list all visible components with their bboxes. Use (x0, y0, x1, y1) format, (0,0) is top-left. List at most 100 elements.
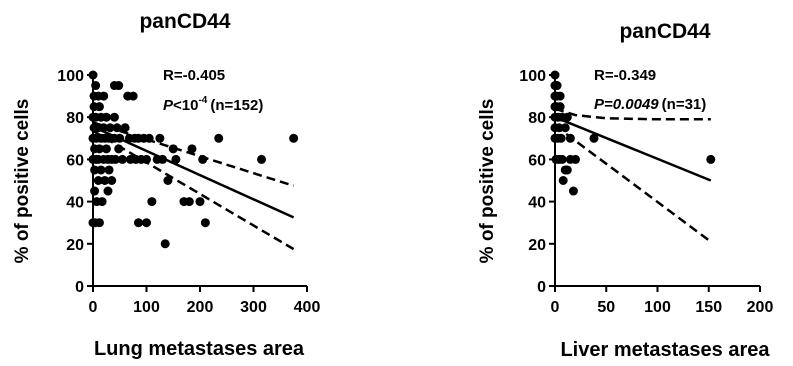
liver-x-tick-label: 150 (695, 299, 722, 316)
lung-axes: 0 20 40 60 80 100 0 100 200 300 400 (57, 68, 320, 316)
lung-y-tick-label: 0 (75, 279, 84, 296)
lung-y-axis-label: % of positive cells (12, 99, 33, 264)
lung-y-tick-label: 80 (66, 110, 84, 127)
lung-data-point (104, 165, 114, 175)
liver-ci-lower-line (554, 124, 712, 243)
lung-data-point (184, 197, 194, 207)
lung-data-point (100, 176, 110, 185)
liver-y-tick-label: 100 (519, 68, 546, 85)
lung-data-point (214, 133, 224, 143)
liver-data-point (551, 154, 561, 164)
lung-x-tick-label: 300 (240, 299, 267, 316)
lung-p-exponent: -4 (198, 95, 207, 106)
lung-regression-line (92, 125, 295, 219)
lung-n-count: (n=152) (210, 97, 263, 114)
liver-data-point (562, 112, 572, 122)
lung-r-value: R=-0.405 (163, 67, 225, 84)
liver-data-point (550, 70, 560, 80)
lung-x-tick-label: 400 (294, 299, 321, 316)
lung-data-point (101, 144, 111, 154)
lung-data-point (195, 197, 205, 207)
lung-scatter-panel: panCD44 % of positive cells Lung metasta… (12, 10, 320, 360)
lung-data-point (133, 218, 143, 228)
lung-data-point (187, 144, 197, 154)
lung-data-point (91, 81, 101, 91)
liver-data-point (706, 154, 716, 164)
liver-p-value: P=0.0049 (n=31) (594, 96, 706, 113)
liver-data-point (568, 186, 578, 196)
lung-ci-lower-line (92, 129, 295, 251)
liver-data-point (560, 123, 570, 133)
lung-data-point (107, 176, 117, 185)
lung-data-point (99, 91, 109, 101)
lung-y-tick-label: 100 (57, 68, 84, 85)
liver-y-tick-label: 60 (528, 152, 546, 169)
liver-regression-lines (554, 107, 712, 243)
lung-data-point (163, 176, 173, 185)
lung-data-point (90, 186, 100, 196)
liver-y-tick-label: 20 (528, 237, 546, 254)
lung-x-tick-label: 200 (187, 299, 214, 316)
liver-y-tick-label: 0 (537, 279, 546, 296)
liver-data-points (550, 70, 716, 196)
lung-data-point (289, 133, 299, 143)
liver-x-tick-label: 0 (551, 299, 560, 316)
lung-data-point (128, 91, 138, 101)
lung-y-tick-label: 20 (66, 237, 84, 254)
lung-data-point (103, 186, 113, 196)
lung-data-point (171, 154, 181, 164)
lung-chart-title: panCD44 (139, 10, 230, 33)
lung-ci-upper-line (92, 121, 294, 187)
liver-x-tick-label: 50 (597, 299, 615, 316)
lung-data-point (112, 123, 122, 133)
lung-data-point (88, 70, 98, 80)
lung-data-point (90, 165, 100, 175)
lung-p-threshold: <10 (173, 97, 198, 114)
lung-data-point (94, 144, 104, 154)
lung-data-point (120, 123, 130, 133)
lung-data-point (94, 102, 104, 112)
liver-data-point (552, 81, 562, 91)
lung-y-tick-label: 60 (66, 152, 84, 169)
lung-data-point (94, 218, 104, 228)
lung-data-point (109, 112, 119, 122)
liver-n-count: (n=31) (662, 96, 707, 113)
liver-data-point (555, 91, 565, 101)
liver-ci-upper-line (554, 107, 711, 121)
lung-data-point (160, 239, 170, 249)
lung-data-point (257, 154, 267, 164)
lung-x-tick-label: 100 (133, 299, 160, 316)
lung-p-value: P<10-4 (n=152) (163, 95, 263, 114)
lung-data-point (97, 197, 107, 207)
liver-r-value: R=-0.349 (594, 67, 656, 84)
lung-data-point (96, 165, 106, 175)
lung-data-point (117, 154, 127, 164)
lung-x-axis-label: Lung metastases area (94, 338, 305, 360)
lung-data-points (88, 70, 299, 249)
liver-data-point (589, 133, 599, 143)
liver-p-number: =0.0049 (604, 96, 659, 113)
lung-y-tick-label: 40 (66, 195, 84, 212)
liver-data-point (558, 176, 568, 185)
lung-data-point (110, 154, 120, 164)
liver-regression-line (554, 116, 712, 182)
lung-data-point (147, 197, 157, 207)
liver-y-tick-label: 40 (528, 195, 546, 212)
liver-data-point (556, 133, 566, 143)
liver-x-tick-label: 100 (644, 299, 671, 316)
lung-x-tick-label: 0 (89, 299, 98, 316)
lung-data-point (155, 133, 165, 143)
lung-data-point (200, 218, 210, 228)
liver-data-point (571, 154, 580, 164)
liver-p-symbol: P (594, 96, 605, 113)
liver-scatter-panel: panCD44 % of positive cells Liver metast… (477, 20, 773, 361)
lung-data-point (114, 81, 124, 91)
liver-chart-title: panCD44 (619, 20, 710, 43)
liver-x-axis-label: Liver metastases area (560, 339, 770, 361)
liver-data-point (557, 154, 567, 164)
liver-y-tick-label: 80 (528, 110, 546, 127)
liver-y-axis-label: % of positive cells (477, 99, 498, 264)
lung-regression-lines (92, 121, 295, 251)
liver-x-tick-label: 200 (747, 299, 774, 316)
